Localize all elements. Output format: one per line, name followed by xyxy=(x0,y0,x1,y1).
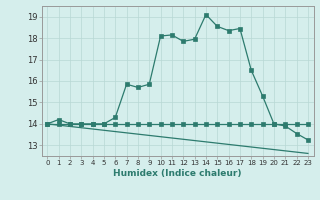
X-axis label: Humidex (Indice chaleur): Humidex (Indice chaleur) xyxy=(113,169,242,178)
